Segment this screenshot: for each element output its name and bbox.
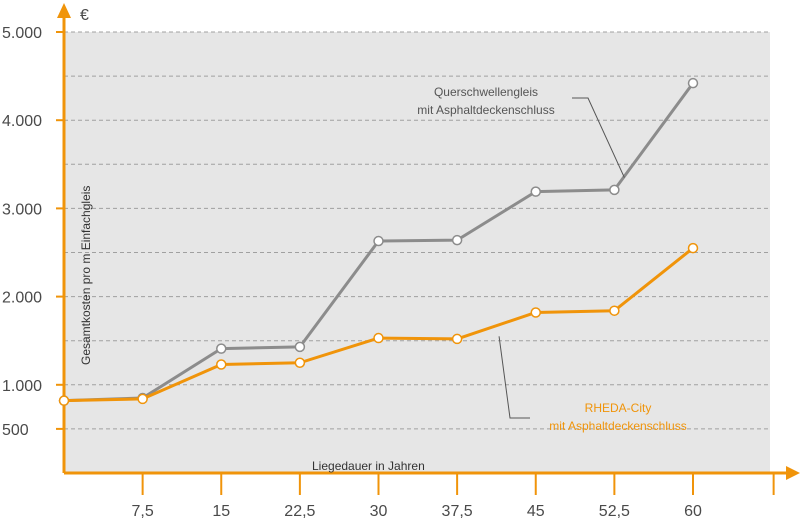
x-tick-label: 30 [370,503,388,520]
x-axis-arrow-icon [786,466,800,480]
data-point [609,305,620,316]
annotation-label: mit Asphaltdeckenschluss [417,103,554,117]
grid-lines [64,31,770,430]
y-axis-arrow-icon [57,3,71,18]
series-rheda-city [58,242,699,406]
data-point [530,186,541,197]
data-point [373,332,384,344]
y-tick-label: 2.000 [2,290,42,307]
y-tick-label: 5.000 [2,25,42,42]
data-point [373,235,384,247]
y-tick-label: 500 [2,422,29,439]
y-tick-label: 4.000 [2,113,42,130]
data-point [58,395,70,406]
data-point [687,77,699,89]
data-point [216,359,227,370]
data-point [530,307,541,318]
x-tick-label: 60 [684,503,702,520]
annotations: Querschwellengleis mit Asphaltdeckenschlu… [417,85,686,433]
data-point [137,393,148,405]
x-tick-label: 52,5 [599,503,630,520]
annotation-label: RHEDA-City [585,401,652,415]
annotation-label: Querschwellengleis [434,85,538,99]
annotation-leader-line [498,336,530,419]
x-tick-label: 15 [212,503,230,520]
x-tick-label: 45 [527,503,545,520]
data-point [687,242,699,254]
currency-symbol: € [80,7,89,24]
tick-labels: 7,5 15 22,5 30 37,5 45 52,5 60 500 1.000 2.000 3.00… [2,25,702,520]
data-point [451,234,463,246]
data-point [294,341,306,353]
y-tick-label: 3.000 [2,201,42,218]
x-tick-label: 7,5 [132,503,154,520]
data-point [451,333,463,345]
annotation-leader-line [572,97,625,178]
x-axis-title: Liegedauer in Jahren [312,459,425,473]
x-tick-label: 22,5 [284,503,315,520]
x-tick-label: 37,5 [442,503,473,520]
y-axis-title: Gesamtkosten pro m Einfachgleis [79,186,93,365]
data-point [609,184,620,196]
data-point [216,343,227,354]
data-point [294,357,306,368]
annotation-label: mit Asphaltdeckenschluss [549,419,686,433]
y-tick-label: 1.000 [2,378,42,395]
series [58,77,699,406]
